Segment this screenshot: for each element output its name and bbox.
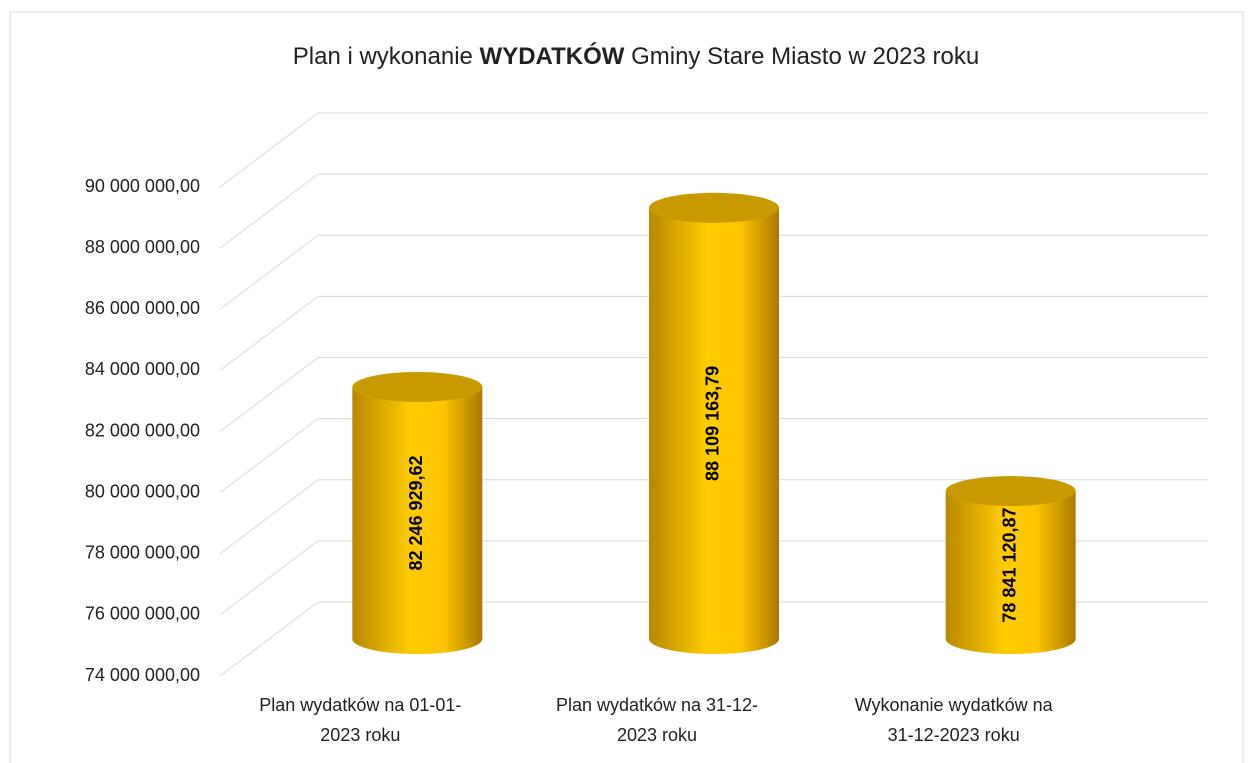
cylinder-top [352,371,483,402]
grid-line-side [219,540,319,616]
x-tick-label: Wykonanie wydatków na [855,695,1054,715]
y-tick-label: 88 000 000,00 [85,237,200,257]
grid-line-side [219,295,319,371]
cylinder-top [649,192,779,223]
data-label: 82 246 929,62 [406,455,426,570]
grid-line-side [219,112,319,188]
cylinder-body [352,386,483,655]
y-tick-label: 82 000 000,00 [85,420,200,440]
data-label: 78 841 120,87 [999,507,1019,622]
cylinder-top [945,476,1076,507]
x-tick-label: 2023 roku [320,725,400,745]
chart-title: Plan i wykonanie WYDATKÓW Gminy Stare Mi… [293,42,979,70]
y-tick-label: 80 000 000,00 [85,481,200,501]
chart-border [9,11,1244,763]
y-tick-label: 78 000 000,00 [85,543,200,563]
y-tick-label: 76 000 000,00 [85,604,200,624]
bar [352,371,483,655]
grid-line-side [219,479,319,555]
x-tick-label: 2023 roku [617,725,697,745]
x-tick-label: Plan wydatków na 31-12- [556,695,758,715]
cylinder-body [649,207,779,654]
data-label: 88 109 163,79 [703,366,723,481]
grid-line-side [219,601,319,677]
x-tick-label: 31-12-2023 roku [888,725,1020,745]
grid-line-side [219,357,319,432]
y-tick-label: 90 000 000,00 [85,176,200,196]
bar [649,192,779,654]
cylinder-body [945,491,1076,654]
grid-line-side [219,234,319,310]
y-tick-label: 86 000 000,00 [85,298,200,318]
x-tick-label: Plan wydatków na 01-01- [259,695,461,715]
bar [945,476,1076,654]
y-tick-label: 84 000 000,00 [85,359,200,379]
grid-line-side [219,173,319,249]
grid-line-side [219,418,319,494]
y-tick-label: 74 000 000,00 [85,665,200,685]
